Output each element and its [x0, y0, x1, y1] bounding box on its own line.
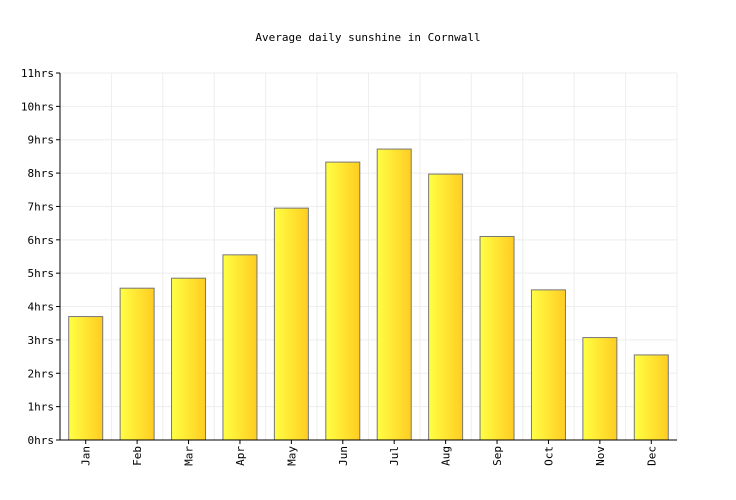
- x-tick-label: Jul: [388, 446, 401, 466]
- y-tick-label: 3hrs: [28, 334, 55, 347]
- y-tick-label: 1hrs: [28, 401, 55, 414]
- y-tick-label: 8hrs: [28, 167, 55, 180]
- y-tick-label: 10hrs: [21, 100, 54, 113]
- y-tick-label: 9hrs: [28, 134, 55, 147]
- y-tick-label: 6hrs: [28, 234, 55, 247]
- y-axis-ticks: 0hrs 1hrs 2hrs 3hrs 4hrs 5hrs 6hrs 7hrs 8hrs 9hrs…: [21, 67, 54, 447]
- bar-nov: [582, 337, 618, 441]
- y-tick-label: 11hrs: [21, 67, 54, 80]
- bar-feb: [119, 287, 155, 441]
- y-tick-label: 0hrs: [28, 434, 55, 447]
- x-tick-label: Jun: [337, 446, 350, 466]
- y-tick-label: 4hrs: [28, 301, 55, 314]
- x-axis-ticks: Jan Feb Mar Apr May Jun Jul Aug Sep Oct Nov Dec: [80, 446, 659, 466]
- bar-dec: [633, 354, 669, 441]
- x-tick-label: May: [285, 446, 298, 466]
- x-tick-label: Jan: [80, 446, 93, 466]
- x-tick-label: Mar: [183, 446, 196, 466]
- x-tick-label: Dec: [645, 446, 658, 466]
- bar-aug: [428, 173, 464, 441]
- bar-may: [273, 207, 309, 441]
- x-tick-label: Sep: [491, 446, 504, 466]
- x-tick-label: Nov: [594, 446, 607, 466]
- x-tick-label: Feb: [131, 446, 144, 466]
- x-tick-label: Apr: [234, 446, 247, 466]
- y-tick-label: 7hrs: [28, 200, 55, 213]
- bar-jan: [68, 316, 104, 441]
- bar-sep: [479, 235, 515, 441]
- axes: [56, 72, 677, 444]
- x-tick-label: Aug: [440, 446, 453, 466]
- grid-lines: [60, 72, 678, 440]
- bar-oct: [530, 289, 566, 441]
- bars: [68, 148, 669, 441]
- bar-mar: [171, 277, 207, 441]
- x-tick-label: Oct: [542, 446, 555, 466]
- bar-jul: [376, 148, 412, 441]
- y-tick-label: 5hrs: [28, 267, 55, 280]
- chart-title: Average daily sunshine in Cornwall: [255, 31, 480, 44]
- bar-jun: [325, 161, 361, 441]
- bar-apr: [222, 254, 258, 441]
- y-tick-label: 2hrs: [28, 367, 55, 380]
